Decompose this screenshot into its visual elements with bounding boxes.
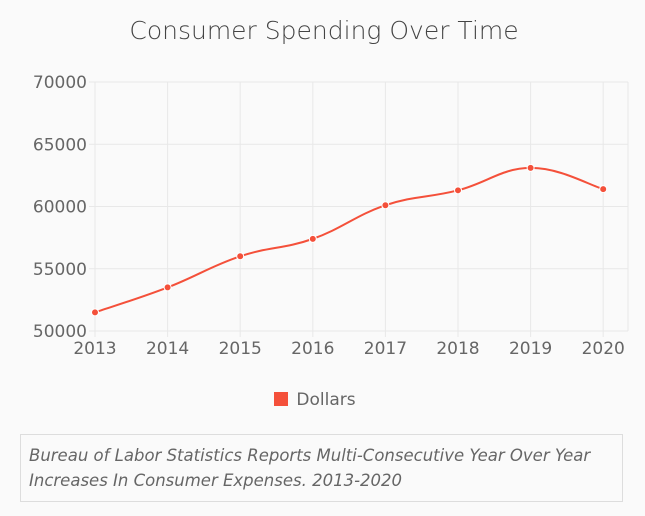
x-tick-label: 2016: [291, 339, 334, 359]
x-tick-label: 2014: [146, 339, 189, 359]
legend-label: Dollars: [296, 390, 356, 410]
data-point: [163, 283, 172, 292]
series-line: [94, 166, 604, 314]
legend-swatch: [274, 392, 289, 406]
data-point: [599, 185, 608, 194]
x-tick-label: 2020: [582, 339, 625, 359]
chart-title: Consumer Spending Over Time: [129, 16, 519, 45]
x-tick-label: 2018: [436, 339, 479, 359]
data-point: [91, 308, 99, 317]
y-tick-label: 50000: [33, 322, 87, 342]
x-tick-label: 2013: [73, 339, 116, 359]
chart-caption: Bureau of Labor Statistics Reports Multi…: [20, 434, 623, 502]
data-point: [526, 163, 535, 172]
legend[interactable]: Dollars: [0, 390, 630, 410]
data-point: [381, 201, 390, 210]
y-tick-label: 55000: [33, 260, 87, 280]
line-chart: 50000 55000 60000 65000 70000 2013 2014 2015 201…: [33, 73, 629, 359]
y-tick-label: 70000: [33, 73, 87, 93]
y-tick-label: 65000: [33, 135, 87, 155]
data-point: [454, 186, 462, 195]
x-tick-label: 2019: [509, 339, 552, 359]
data-point: [308, 234, 317, 243]
data-point: [236, 252, 245, 261]
x-tick-label: 2017: [364, 339, 407, 359]
y-tick-label: 60000: [33, 198, 87, 218]
x-tick-label: 2015: [219, 339, 262, 359]
